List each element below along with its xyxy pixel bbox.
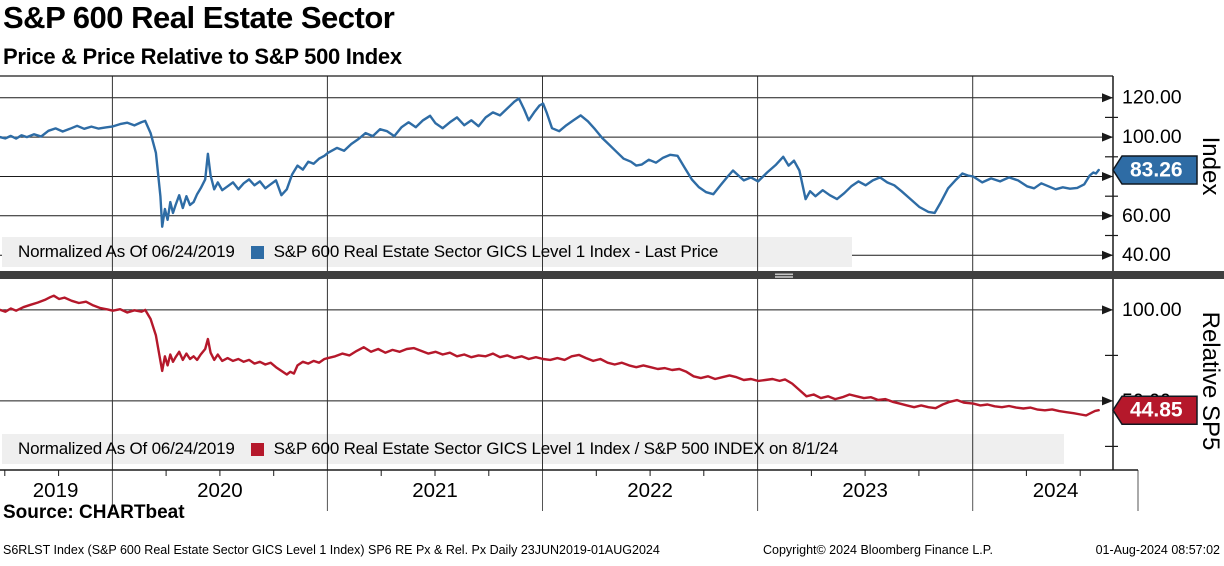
y-tick-label: 120.00 [1122,87,1182,109]
y-tick-label: 100.00 [1122,299,1182,321]
relative-panel-legend: Normalized As Of 06/24/2019 S&P 600 Real… [2,434,1080,464]
timestamp: 01-Aug-2024 08:57:02 [1095,543,1220,557]
y-tick-label: 100.00 [1122,126,1182,148]
index-series-line [0,97,1100,228]
last-price-value: 44.85 [1130,399,1183,422]
last-price-value: 83.26 [1130,159,1183,182]
year-label: 2023 [842,479,888,502]
index-series-swatch-icon [250,245,264,259]
y-tick-label: 40.00 [1122,244,1171,266]
page-subtitle: Price & Price Relative to S&P 500 Index [3,44,402,69]
index-series-label: S&P 600 Real Estate Sector GICS Level 1 … [273,242,719,261]
relative-legend-band [2,434,1064,464]
index-legend-band [2,237,852,267]
year-label: 2020 [197,479,243,502]
year-label: 2019 [33,479,79,502]
panel-splitter[interactable] [0,271,1224,279]
relative-last-price-tag: 44.85 [1112,395,1198,425]
index-panel-legend: Normalized As Of 06/24/2019 S&P 600 Real… [2,237,868,267]
index-last-price-tag: 83.26 [1112,155,1198,185]
chart-description: S6RLST Index (S&P 600 Real Estate Sector… [3,543,660,557]
relative-series-label: S&P 600 Real Estate Sector GICS Level 1 … [273,439,839,458]
page-title: S&P 600 Real Estate Sector [3,0,395,35]
normalized-as-of-label: Normalized As Of 06/24/2019 [18,439,235,458]
relative-series-line [0,294,1100,417]
normalized-as-of-label: Normalized As Of 06/24/2019 [18,242,235,261]
index-axis-title: Index [1197,137,1224,196]
splitter-handle-icon[interactable] [775,273,793,278]
copyright-notice: Copyright© 2024 Bloomberg Finance L.P. [763,543,993,557]
x-year-labels: 2019 2020 2021 2022 2023 2024 [33,479,1079,502]
relative-axis-title: Relative SP5 [1197,312,1224,451]
year-label: 2021 [412,479,458,502]
year-gridlines [111,76,1139,511]
relative-panel-gridlines: 100.0050.00 [0,299,1182,447]
year-label: 2024 [1033,479,1079,502]
y-tick-label: 60.00 [1122,205,1171,227]
relative-series-swatch-icon [250,442,264,456]
year-label: 2022 [627,479,673,502]
x-minor-ticks [4,470,1081,476]
source-label: Source: CHARTbeat [3,502,185,523]
